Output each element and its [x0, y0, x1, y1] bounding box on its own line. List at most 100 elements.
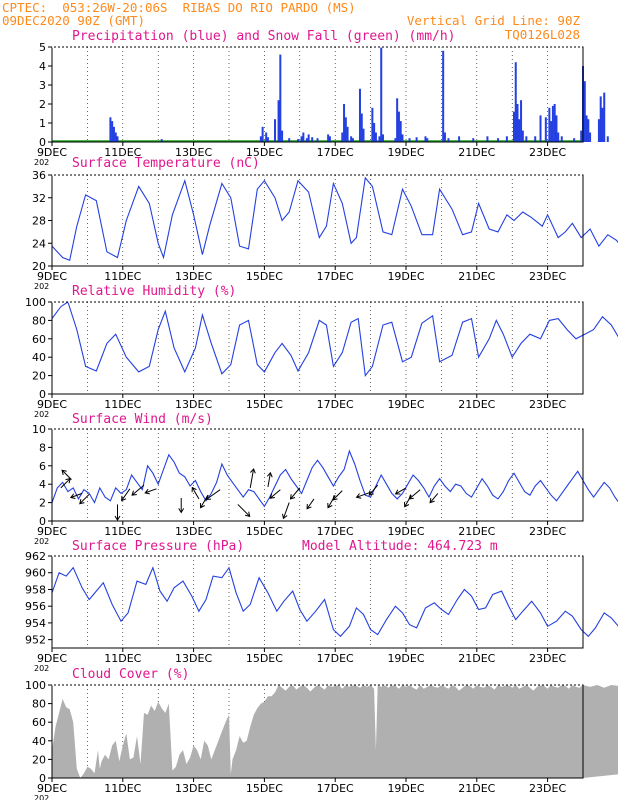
precip-x-tick-label: 9DEC [37, 146, 67, 159]
rh-frame [51, 301, 584, 395]
precip-bar [472, 138, 475, 142]
wind-arrow [429, 493, 439, 503]
wind-x-tick-label: 19DEC [387, 525, 424, 538]
pres-x-tick-label: 19DEC [387, 652, 424, 665]
altitude-note: Model Altitude: 464.723 m [302, 539, 498, 554]
wind-arrowhead [121, 495, 127, 502]
precip-bar [351, 138, 354, 142]
precip-y-tick-label: 4 [39, 60, 46, 73]
precip-bar [525, 136, 528, 142]
precip-bar [396, 98, 399, 142]
wind-arrowhead [394, 489, 401, 495]
cloud-x-tick-label: 19DEC [387, 782, 424, 795]
wind-arrowhead [332, 495, 338, 501]
precip-bar [512, 111, 515, 142]
precip-bar [380, 47, 383, 142]
header-datetime: 09DEC2020 90Z (GMT) [2, 13, 145, 28]
wind-y-tick-label: 10 [32, 423, 46, 436]
wind-arrowhead [429, 497, 435, 504]
precip-bar [305, 138, 308, 142]
precip-bar [297, 139, 300, 142]
wind-arrow [200, 494, 209, 508]
precip-bar [307, 134, 310, 142]
wind-arrow [395, 487, 407, 495]
cloud-y-tick-label: 100 [25, 679, 46, 692]
wind-x-tick-label: 23DEC [529, 525, 566, 538]
precip-bar [401, 134, 404, 142]
precip-bar [350, 136, 353, 142]
rh-y-tick-label: 20 [32, 370, 46, 383]
wind-arrow [121, 488, 131, 501]
precip-bar [397, 111, 400, 142]
wind-x-tick-label: 13DEC [175, 525, 212, 538]
rh-series-line [51, 301, 618, 377]
wind-y-tick-label: 2 [39, 497, 46, 510]
precip-bar [520, 100, 523, 142]
precip-y-tick-label: 0 [39, 136, 46, 149]
cloud-x-tick-label: 23DEC [529, 782, 566, 795]
precip-bar [109, 117, 112, 142]
precip-x-tick-label: 17DEC [317, 146, 354, 159]
precip-bar [344, 117, 347, 142]
precip-bar [112, 126, 115, 142]
precip-bar [583, 81, 586, 142]
rh-x-tick-label: 19DEC [387, 398, 424, 411]
rh-x-tick-label: 23DEC [529, 398, 566, 411]
precip-bar [497, 138, 500, 142]
precip-bar [550, 121, 553, 142]
rh-x-tick-label: 21DEC [458, 398, 495, 411]
precip-bar [424, 136, 427, 142]
precip-bar [521, 130, 524, 142]
precip-bar [399, 121, 402, 142]
precip-bar [514, 62, 517, 143]
wind-arrowhead [250, 468, 256, 474]
wind-arrow [269, 489, 281, 499]
precip-bar [553, 104, 556, 142]
wind-arrow [290, 487, 301, 500]
precip-bar [311, 137, 314, 142]
wind-arrowhead [368, 490, 374, 496]
precip-bar [362, 128, 365, 142]
precip-x-tick-label: 13DEC [175, 146, 212, 159]
precip-bar [394, 138, 397, 142]
wind-arrowhead [131, 490, 137, 496]
header-grid-note: Vertical Grid Line: 90Z [406, 13, 580, 28]
precip-bar [371, 107, 374, 142]
precip-bar [281, 130, 284, 142]
temp-x-tick-label: 9DEC [37, 270, 67, 283]
pres-x-tick-label: 15DEC [246, 652, 283, 665]
temp-y-tick-label: 32 [32, 192, 46, 205]
rh-y-tick-label: 40 [32, 351, 46, 364]
temp-x-tick-label: 23DEC [529, 270, 566, 283]
precip-bar [358, 88, 361, 142]
precip-bar [442, 50, 445, 142]
precip-bar [277, 100, 280, 142]
rh-x-tick-label: 9DEC [37, 398, 67, 411]
temp-y-tick-label: 20 [32, 260, 46, 273]
precip-x-tick-label: 19DEC [387, 146, 424, 159]
wind-x-tick-label: 9DEC [37, 525, 67, 538]
cloud-year-stub: 202 [34, 794, 49, 800]
temp-title: Surface Temperature (nC) [72, 156, 260, 171]
precip-bar [360, 113, 363, 142]
wind-arrow [282, 502, 290, 519]
precip-bar [486, 136, 489, 142]
wind-arrowhead [269, 493, 275, 499]
precip-bar [573, 138, 576, 142]
precip-bar [302, 132, 305, 142]
wind-arrow [61, 469, 72, 480]
header-station: CPTEC: 053:26W-20:06S RIBAS DO RIO PARDO… [2, 0, 356, 15]
wind-arrowhead [69, 493, 76, 499]
precip-bar [603, 92, 606, 142]
wind-arrow [249, 468, 255, 488]
rh-y-tick-label: 100 [25, 296, 46, 309]
precip-bar [518, 119, 521, 142]
wind-arrowhead [282, 513, 288, 520]
cloud-x-tick-label: 11DEC [104, 782, 141, 795]
temp-x-tick-label: 19DEC [387, 270, 424, 283]
rh-x-tick-label: 13DEC [175, 398, 212, 411]
wind-year-stub: 202 [34, 537, 49, 546]
precip-frame [51, 46, 584, 143]
wind-arrowhead [404, 501, 410, 508]
